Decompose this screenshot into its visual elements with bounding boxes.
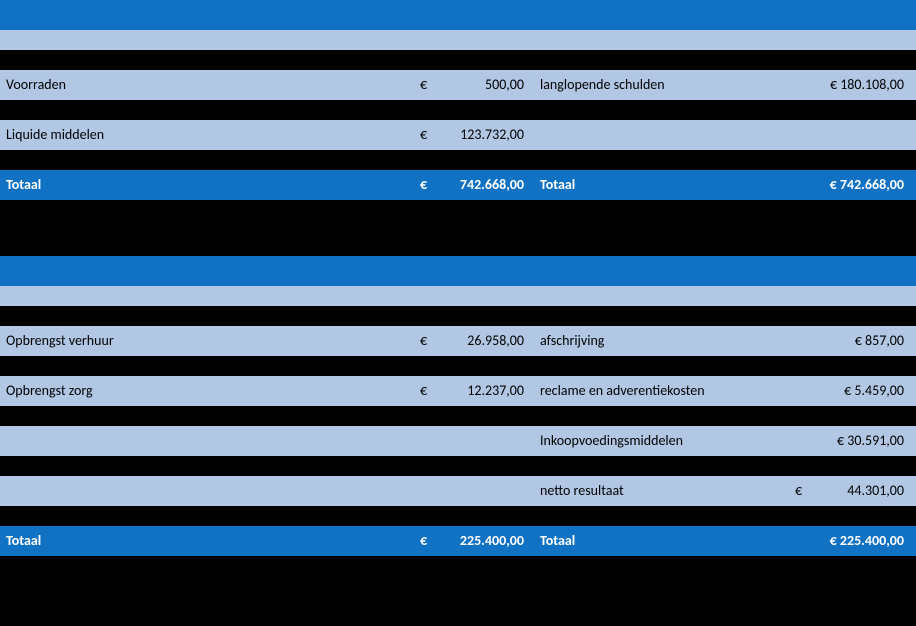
total-right-value: € 742.668,00 [795, 170, 910, 200]
eur: € [420, 70, 440, 100]
divider [0, 356, 916, 376]
balance-right-label [530, 120, 795, 150]
eur: € [420, 120, 440, 150]
pnl-row: Opbrengst zorg € 12.237,00 reclame en ad… [0, 376, 916, 406]
balance-total: Totaal € 742.668,00 Totaal € 742.668,00 [0, 170, 916, 200]
eur: € [795, 476, 815, 506]
balance-right-value: € 180.108,00 [795, 70, 910, 100]
pnl-row: Opbrengst verhuur € 26.958,00 afschrijvi… [0, 326, 916, 356]
pnl-right-label: Inkoopvoedingsmiddelen [530, 426, 795, 456]
divider [0, 100, 916, 120]
pnl-right-value: € 5.459,00 [795, 376, 910, 406]
divider [0, 456, 916, 476]
total-left-value: 742.668,00 [440, 170, 530, 200]
pnl-row: Inkoopvoedingsmiddelen € 30.591,00 [0, 426, 916, 456]
divider [0, 506, 916, 526]
pnl-heading-light [0, 286, 916, 306]
pnl-left-value [440, 476, 530, 506]
balance-left-value: 123.732,00 [440, 120, 530, 150]
pnl-row: netto resultaat € 44.301,00 [0, 476, 916, 506]
pnl-total: Totaal € 225.400,00 Totaal € 225.400,00 [0, 526, 916, 556]
pnl-right-label: netto resultaat [530, 476, 795, 506]
balance-row: Voorraden € 500,00 langlopende schulden … [0, 70, 916, 100]
balance-right-value [795, 120, 910, 150]
pnl-left-label [0, 476, 420, 506]
total-left-value: 225.400,00 [440, 526, 530, 556]
pnl-heading-blue [0, 256, 916, 286]
divider [0, 50, 916, 70]
pnl-right-label: afschrijving [530, 326, 795, 356]
total-right-label: Totaal [530, 170, 795, 200]
total-left-label: Totaal [0, 526, 420, 556]
pnl-right-label: reclame en adverentiekosten [530, 376, 795, 406]
eur: € [420, 326, 440, 356]
eur: € [420, 526, 440, 556]
balance-left-value: 500,00 [440, 70, 530, 100]
eur: € [420, 376, 440, 406]
balance-left-label: Liquide middelen [0, 120, 420, 150]
section-gap [0, 200, 916, 256]
divider [0, 406, 916, 426]
total-right-label: Totaal [530, 526, 795, 556]
balance-heading-blue [0, 0, 916, 30]
pnl-left-value [440, 426, 530, 456]
pnl-left-label [0, 426, 420, 456]
pnl-right-value: € 30.591,00 [795, 426, 910, 456]
pnl-left-label: Opbrengst verhuur [0, 326, 420, 356]
eur: € [420, 170, 440, 200]
pnl-left-label: Opbrengst zorg [0, 376, 420, 406]
balance-heading-light [0, 30, 916, 50]
divider [0, 150, 916, 170]
total-right-value: € 225.400,00 [795, 526, 910, 556]
balance-left-label: Voorraden [0, 70, 420, 100]
pnl-left-value: 12.237,00 [440, 376, 530, 406]
pnl-left-value: 26.958,00 [440, 326, 530, 356]
total-left-label: Totaal [0, 170, 420, 200]
divider [0, 306, 916, 326]
balance-row: Liquide middelen € 123.732,00 [0, 120, 916, 150]
balance-right-label: langlopende schulden [530, 70, 795, 100]
eur-blank [420, 476, 440, 506]
pnl-right-value: € 857,00 [795, 326, 910, 356]
pnl-right-value: 44.301,00 [815, 476, 910, 506]
eur-blank [420, 426, 440, 456]
